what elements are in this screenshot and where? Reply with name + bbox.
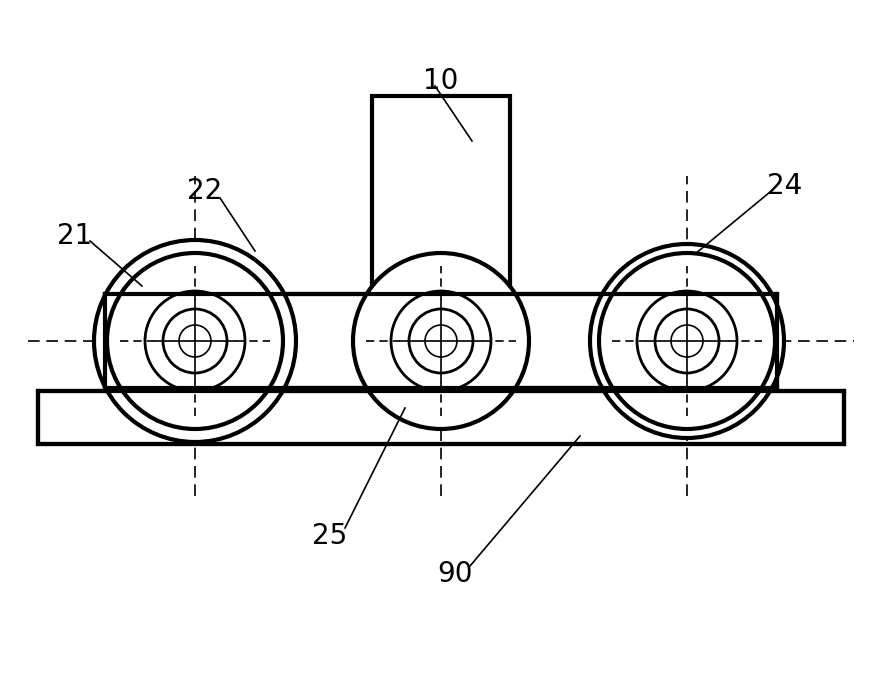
Circle shape: [107, 253, 283, 429]
Text: 10: 10: [423, 67, 459, 95]
Circle shape: [425, 325, 457, 357]
Circle shape: [599, 253, 775, 429]
Circle shape: [145, 291, 245, 391]
Circle shape: [637, 291, 737, 391]
Circle shape: [671, 325, 703, 357]
Circle shape: [409, 309, 473, 373]
Circle shape: [163, 309, 227, 373]
Bar: [372, 96, 510, 291]
Text: 25: 25: [312, 522, 348, 550]
Circle shape: [655, 309, 719, 373]
Circle shape: [391, 291, 491, 391]
Bar: [105, 294, 777, 388]
Text: 21: 21: [57, 222, 93, 250]
Circle shape: [590, 244, 784, 438]
Text: 90: 90: [437, 560, 473, 588]
Circle shape: [94, 240, 296, 442]
Text: 24: 24: [767, 172, 803, 200]
Bar: [38, 391, 844, 444]
Circle shape: [353, 253, 529, 429]
Circle shape: [179, 325, 211, 357]
Text: 22: 22: [187, 177, 222, 205]
